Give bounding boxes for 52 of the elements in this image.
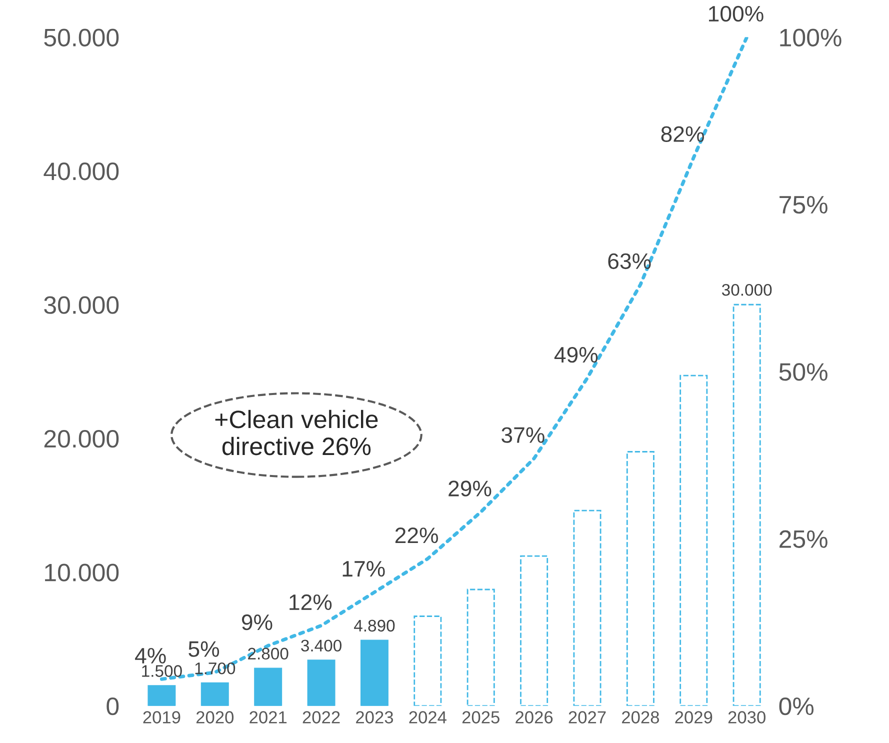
x-tick-label: 2030 xyxy=(728,711,766,724)
y2-tick-label: 50% xyxy=(779,363,828,381)
x-tick-label: 2025 xyxy=(462,711,500,724)
bar xyxy=(732,304,761,706)
y-tick-label: 40.000 xyxy=(44,162,119,180)
data-label: 30.000 xyxy=(722,284,772,296)
bar xyxy=(573,510,602,706)
bar xyxy=(307,660,336,706)
data-label: 4.890 xyxy=(354,620,395,632)
y-tick-label: 0 xyxy=(106,697,119,716)
x-tick-label: 2029 xyxy=(675,711,712,724)
x-tick-label: 2028 xyxy=(622,711,659,724)
annotation: +Clean vehicle directive 26% xyxy=(215,410,378,456)
bar xyxy=(254,668,282,706)
data-label: 12% xyxy=(290,594,332,610)
data-label: 5% xyxy=(188,641,220,657)
x-tick-label: 2022 xyxy=(302,711,340,724)
data-label: 82% xyxy=(661,126,704,142)
data-label: 29% xyxy=(448,480,492,496)
y-tick-label: 20.000 xyxy=(44,430,119,448)
data-label: 100% xyxy=(709,6,764,22)
x-tick-label: 2019 xyxy=(143,711,180,724)
bar xyxy=(520,555,548,706)
bar xyxy=(200,682,229,706)
bar xyxy=(626,451,654,706)
x-tick-label: 2021 xyxy=(250,711,287,724)
y2-tick-label: 75% xyxy=(780,196,828,214)
bar xyxy=(360,640,388,706)
data-label: 63% xyxy=(608,253,651,270)
y-tick-label: 50.000 xyxy=(44,28,119,46)
x-tick-label: 2026 xyxy=(516,711,553,724)
data-label: 3.400 xyxy=(301,640,342,652)
y2-tick-label: 25% xyxy=(780,530,828,548)
bar xyxy=(414,616,442,706)
bar xyxy=(148,685,176,706)
data-label: 37% xyxy=(502,427,544,443)
x-tick-label: 2020 xyxy=(196,711,234,724)
data-label: 1.500 xyxy=(142,665,182,677)
data-label: 49% xyxy=(554,346,598,363)
data-label: 9% xyxy=(242,614,272,630)
data-label: 17% xyxy=(342,561,385,577)
y2-tick-label: 100% xyxy=(780,28,842,46)
bar xyxy=(680,374,708,706)
bar xyxy=(466,588,495,706)
x-tick-label: 2027 xyxy=(568,711,606,724)
y-tick-label: 30.000 xyxy=(44,296,119,314)
data-label: 4% xyxy=(135,648,166,664)
x-tick-label: 2024 xyxy=(409,711,446,724)
y2-tick-label: 0% xyxy=(779,697,814,716)
y-tick-label: 10.000 xyxy=(45,564,119,582)
x-tick-label: 2023 xyxy=(356,711,394,724)
data-label: 22% xyxy=(395,527,438,544)
